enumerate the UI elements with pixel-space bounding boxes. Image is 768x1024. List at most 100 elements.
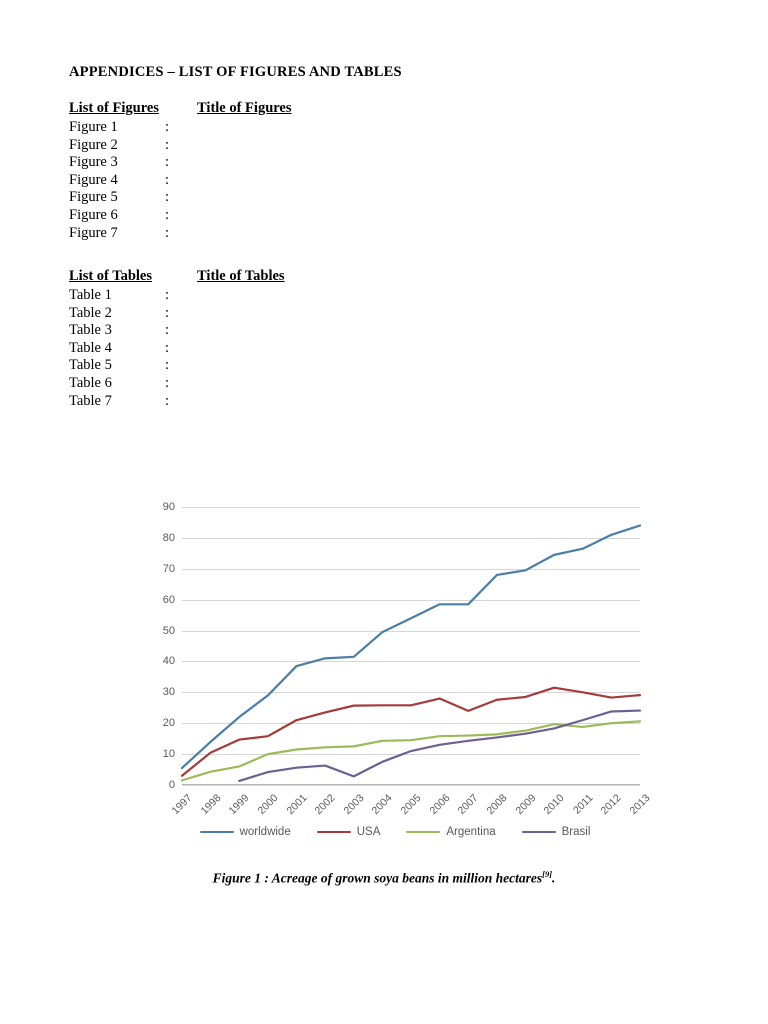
table-colon: : [165, 357, 170, 374]
list-item: Table 7 : [69, 393, 285, 411]
figure-title [197, 225, 292, 243]
chart-legend: worldwide USA Argentina Brasil [136, 826, 654, 838]
x-axis-tick-label: 2009 [512, 792, 538, 818]
gridline: 0 [169, 779, 640, 791]
legend-swatch-icon [316, 830, 351, 834]
legend-swatch-icon [199, 830, 234, 834]
x-axis-tick-label: 2003 [341, 792, 367, 818]
figure-title [197, 154, 292, 172]
x-axis-tick-label: 2006 [427, 792, 453, 818]
legend-label: worldwide [239, 826, 291, 838]
gridline: 10 [163, 748, 640, 760]
series-line-usa [182, 688, 640, 776]
table-title [197, 375, 285, 393]
figure-label: Figure 3 [69, 154, 118, 171]
list-item: Figure 5 : [69, 189, 292, 207]
figure-label: Figure 2 [69, 136, 118, 153]
y-axis-tick-label: 30 [162, 686, 175, 699]
gridline: 30 [163, 686, 640, 698]
figure-title [197, 119, 292, 137]
gridline: 90 [163, 501, 640, 513]
legend-swatch-icon [406, 830, 441, 834]
list-item: Figure 3 : [69, 154, 292, 172]
x-axis-tick-label: 2010 [541, 792, 567, 818]
table-title [197, 357, 285, 375]
chart-x-axis-line [182, 784, 640, 785]
table-label: Table 3 [69, 322, 112, 339]
chart-series-lines [182, 507, 640, 785]
gridline: 40 [163, 655, 640, 667]
legend-item-brasil[interactable]: Brasil [521, 826, 591, 838]
table-colon: : [165, 339, 170, 356]
x-axis-tick-label: 1999 [226, 792, 252, 818]
table-title [197, 322, 285, 340]
figure-colon: : [165, 189, 170, 206]
chart-plot-area: 90 80 70 60 50 40 30 20 10 0 [163, 501, 640, 791]
list-of-figures-section: List of Figures Title of Figures Figure … [69, 100, 292, 242]
figure-colon: : [165, 136, 170, 153]
tables-col-b-header: Title of Tables [197, 268, 285, 284]
figure-colon: : [165, 206, 170, 223]
x-axis-tick-label: 2011 [570, 792, 596, 817]
x-axis-tick-label: 2013 [627, 792, 653, 818]
table-colon: : [165, 322, 170, 339]
x-axis-tick-label: 2005 [398, 792, 424, 818]
table-title [197, 287, 285, 305]
legend-label: Brasil [561, 826, 591, 838]
tables-col-a-header: List of Tables [69, 268, 152, 284]
chart-plot-container: 90 80 70 60 50 40 30 20 10 0 1997 1998 1999 2000 20 0 1… [136, 493, 654, 854]
gridline: 50 [163, 625, 640, 637]
legend-item-worldwide[interactable]: worldwide [199, 826, 291, 838]
y-axis-tick-label: 90 [162, 501, 175, 513]
x-axis-tick-label: 2007 [455, 792, 481, 818]
series-line-brasil [239, 711, 640, 781]
y-axis-tick-label: 60 [162, 593, 175, 606]
gridline: 20 [163, 717, 640, 729]
table-label: Table 4 [69, 339, 112, 356]
x-axis-tick-label: 1997 [169, 792, 195, 818]
figure-label: Figure 4 [69, 171, 118, 188]
list-item: Table 5 : [69, 357, 285, 375]
legend-item-argentina[interactable]: Argentina [406, 826, 496, 838]
table-label: Table 1 [69, 287, 112, 303]
table-title [197, 393, 285, 411]
y-axis-tick-label: 20 [162, 717, 175, 730]
figure-label: Figure 6 [69, 206, 118, 223]
figures-col-a-header: List of Figures [69, 100, 159, 116]
list-item: Figure 7 : [69, 225, 292, 243]
table-label: Table 2 [69, 304, 112, 321]
y-axis-tick-label: 40 [162, 655, 175, 668]
figure-label: Figure 7 [69, 224, 118, 241]
gridline: 80 [163, 532, 640, 544]
table-colon: : [165, 304, 170, 321]
table-label: Table 5 [69, 357, 112, 374]
figure-caption: Figure 1 : Acreage of grown soya beans i… [0, 869, 768, 887]
list-item: Table 1 : [69, 287, 285, 305]
y-axis-tick-label: 0 [168, 779, 175, 791]
y-axis-tick-label: 80 [162, 531, 175, 544]
figure-colon: : [165, 224, 170, 241]
y-axis-tick-label: 70 [162, 562, 175, 575]
table-label: Table 7 [69, 392, 112, 409]
x-axis-tick-label: 2012 [598, 792, 624, 818]
figure-colon: : [165, 154, 170, 171]
list-item: Figure 4 : [69, 172, 292, 190]
list-of-tables-section: List of Tables Title of Tables Table 1 :… [69, 268, 285, 410]
figure-label: Figure 5 [69, 189, 118, 206]
figure-title [197, 207, 292, 225]
figure-caption-text: Figure 1 : Acreage of grown soya beans i… [212, 870, 543, 886]
list-item: Figure 2 : [69, 137, 292, 155]
table-title [197, 340, 285, 358]
legend-item-usa[interactable]: USA [316, 826, 380, 838]
x-axis-tick-label: 2000 [255, 792, 281, 818]
list-item: Figure 6 : [69, 207, 292, 225]
x-axis-tick-label: 1998 [198, 792, 224, 818]
figure-title [197, 189, 292, 207]
legend-swatch-icon [521, 830, 556, 834]
table-label: Table 6 [69, 374, 112, 391]
list-item: Table 3 : [69, 322, 285, 340]
figure-colon: : [165, 171, 170, 188]
x-axis-tick-label: 2008 [484, 792, 510, 818]
figure-label: Figure 1 [69, 119, 118, 135]
